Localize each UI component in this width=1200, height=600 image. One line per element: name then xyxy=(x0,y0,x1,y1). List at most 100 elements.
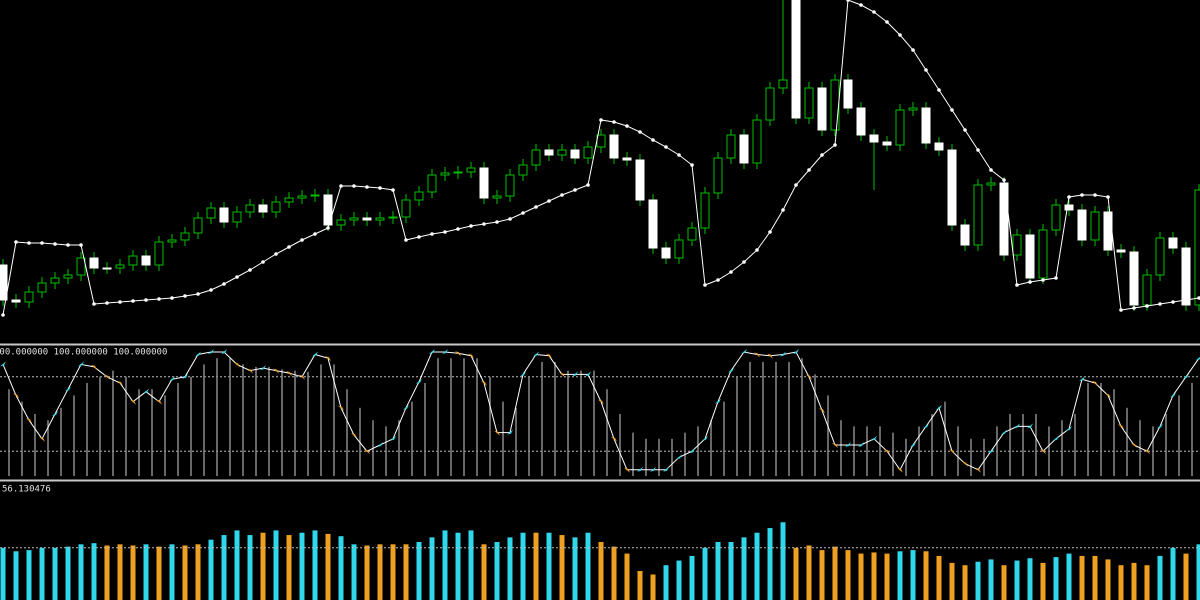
stop-dot xyxy=(261,260,265,264)
signal-arrow xyxy=(130,399,136,405)
stop-dot xyxy=(1080,193,1084,197)
stop-dot xyxy=(1132,306,1136,310)
signal-arrow xyxy=(689,448,695,454)
candle-body xyxy=(50,277,60,284)
candle-body xyxy=(1090,211,1100,241)
signal-arrow xyxy=(338,405,344,411)
signal-arrow xyxy=(494,430,500,436)
stop-dot xyxy=(196,292,200,296)
histogram-bar xyxy=(884,553,890,600)
histogram-bar xyxy=(936,555,942,600)
signal-arrow xyxy=(117,381,123,386)
histogram-bar xyxy=(689,555,695,600)
candle-body xyxy=(1194,189,1200,306)
signal-arrow xyxy=(533,351,539,357)
candle-body xyxy=(947,149,957,226)
candle-body xyxy=(960,224,970,246)
histogram-bar xyxy=(624,553,630,600)
candle-body xyxy=(713,157,723,194)
candle-body xyxy=(362,217,372,221)
stop-dot xyxy=(703,283,707,287)
histogram-bar xyxy=(13,551,19,600)
histogram-bar xyxy=(1092,555,1098,600)
histogram-bar xyxy=(780,522,786,600)
histogram-bar xyxy=(663,565,669,600)
stop-dot xyxy=(40,241,44,245)
histogram-bar xyxy=(234,530,240,600)
candle-body xyxy=(258,204,268,213)
stop-dot xyxy=(378,186,382,190)
stop-dot xyxy=(534,205,538,209)
histogram-bar xyxy=(52,547,58,600)
stop-dot xyxy=(1,313,5,317)
stop-dot xyxy=(521,211,525,215)
histogram-bar xyxy=(793,547,799,600)
signal-arrow xyxy=(1027,423,1033,429)
stop-dot xyxy=(976,148,980,152)
candle-body xyxy=(1064,204,1074,211)
stop-dot xyxy=(898,33,902,37)
signal-arrow xyxy=(455,351,461,357)
signal-arrow xyxy=(1066,425,1072,431)
signal-arrow xyxy=(26,418,32,424)
stop-dot xyxy=(729,270,733,274)
stop-dot xyxy=(313,232,317,236)
stop-dot xyxy=(885,20,889,24)
histogram-bar xyxy=(299,532,305,600)
stop-dot xyxy=(1184,298,1188,302)
candle-body xyxy=(453,171,463,174)
histogram-bar xyxy=(468,530,474,600)
candle-body xyxy=(596,134,606,148)
signal-arrow xyxy=(0,361,6,367)
stop-dot xyxy=(300,238,304,242)
candle-body xyxy=(531,149,541,166)
candle-body xyxy=(570,149,580,159)
histogram-bar xyxy=(364,545,370,600)
histogram-bar xyxy=(169,544,175,600)
histogram-bar xyxy=(1196,544,1200,600)
histogram-bar xyxy=(533,532,539,600)
candle-body xyxy=(1155,237,1165,276)
histogram-bar xyxy=(481,544,487,600)
histogram-bar xyxy=(1183,553,1189,600)
stop-dot xyxy=(755,248,759,252)
stop-dot xyxy=(664,145,668,149)
candle-body xyxy=(622,157,632,161)
histogram-bar xyxy=(1066,553,1072,600)
histogram-bar xyxy=(1118,565,1124,600)
candle-body xyxy=(830,79,840,131)
signal-arrow xyxy=(663,466,669,472)
histogram-bar xyxy=(1170,547,1176,600)
histogram-bar xyxy=(1001,565,1007,600)
candle-body xyxy=(1168,237,1178,249)
candle-body xyxy=(37,282,47,293)
signal-arrow xyxy=(676,454,682,460)
signal-arrow xyxy=(611,436,617,442)
stop-dot xyxy=(651,138,655,142)
signal-arrow xyxy=(1014,423,1020,429)
stop-dot xyxy=(586,183,590,187)
stop-dot xyxy=(495,220,499,224)
signal-arrow xyxy=(1040,449,1046,455)
candle-body xyxy=(856,107,866,136)
signal-arrow xyxy=(637,466,643,472)
histogram-bar xyxy=(390,544,396,600)
signal-arrow xyxy=(208,349,214,354)
stop-dot xyxy=(937,88,941,92)
stop-dot xyxy=(690,163,694,167)
signal-arrow xyxy=(728,367,734,373)
signal-arrow xyxy=(312,351,318,357)
stop-dot xyxy=(430,232,434,236)
histogram-bar xyxy=(1144,565,1150,600)
signal-arrow xyxy=(832,443,838,448)
histogram-bar xyxy=(221,535,227,600)
histogram-bar xyxy=(1157,555,1163,600)
stop-dot xyxy=(27,241,31,245)
candle-body xyxy=(1025,234,1035,279)
stop-dot xyxy=(638,130,642,134)
stop-dot xyxy=(274,252,278,256)
histogram-bar xyxy=(559,535,565,600)
histogram-bar xyxy=(1053,557,1059,600)
